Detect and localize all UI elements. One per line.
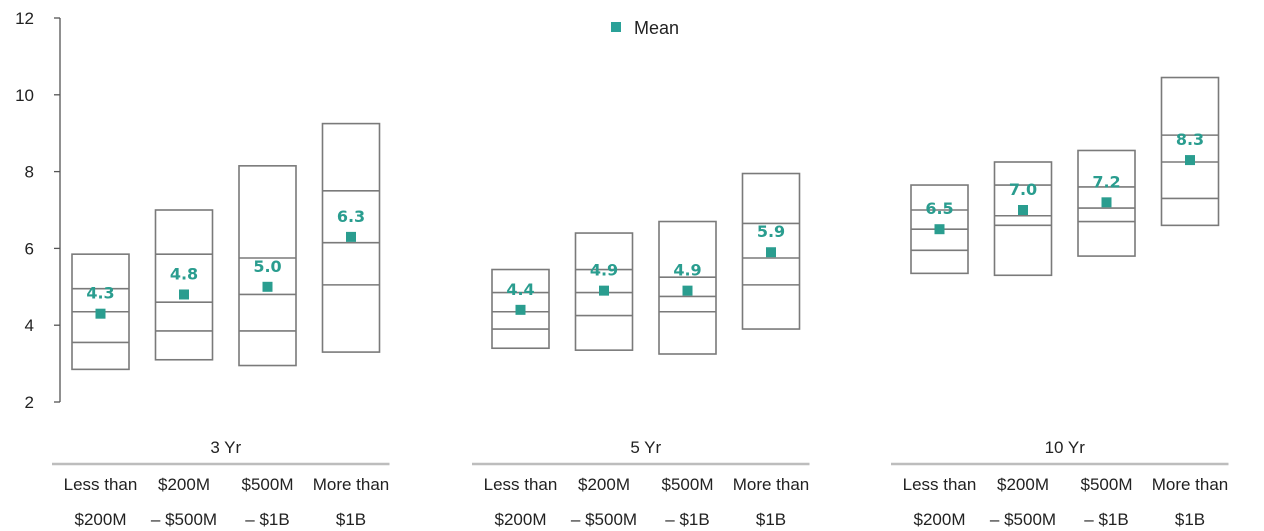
box-1-3: 5.9 [741, 172, 801, 330]
group-label: 10 Yr [1045, 438, 1086, 457]
category-label-line2: – $500M [990, 510, 1056, 529]
category-label-line1: More than [313, 475, 390, 494]
mean-marker [262, 281, 273, 292]
box-range [154, 209, 214, 361]
box-1-1: 4.9 [574, 232, 634, 351]
mean-label: 4.9 [673, 261, 701, 280]
category-label-line1: Less than [64, 475, 138, 494]
mean-marker [179, 289, 189, 300]
mean-label: 7.2 [1092, 172, 1120, 191]
box-0-1: 4.8 [154, 209, 214, 361]
category-label-line2: – $500M [151, 510, 217, 529]
legend: Mean [611, 18, 679, 38]
y-tick-label: 2 [25, 393, 34, 412]
y-tick-label: 12 [15, 9, 34, 28]
category-label-line2: $200M [914, 510, 966, 529]
mean-marker [599, 285, 609, 296]
category-label-line2: $1B [756, 510, 786, 529]
box-1-2: 4.9 [658, 220, 717, 355]
mean-marker [766, 247, 776, 258]
mean-marker [346, 231, 356, 242]
category-label-line1: $500M [662, 475, 714, 494]
category-label-line2: $1B [336, 510, 366, 529]
category-label-line1: $500M [242, 475, 294, 494]
mean-label: 4.9 [590, 261, 618, 280]
group-label: 3 Yr [210, 438, 241, 457]
mean-label: 5.9 [757, 222, 785, 241]
box-2-0: 6.5 [910, 184, 969, 275]
plot-area: 4.3 4.8 5.0 6.3 4.4 4.9 4.9 5.9 6.5 7.0 7.2 8.3 [71, 76, 1220, 371]
mean-marker [1185, 155, 1195, 166]
mean-marker [95, 308, 106, 319]
box-0-0: 4.3 [71, 253, 130, 371]
mean-label: 6.5 [925, 199, 953, 218]
category-label-line1: Less than [903, 475, 977, 494]
category-label-line2: $1B [1175, 510, 1205, 529]
category-label-line2: – $1B [665, 510, 709, 529]
y-tick-label: 10 [15, 86, 34, 105]
mean-marker [934, 224, 945, 235]
box-range [321, 122, 381, 353]
mean-marker [682, 285, 693, 296]
legend-mean-label: Mean [634, 18, 679, 38]
box-range [1077, 149, 1136, 257]
mean-label: 4.4 [506, 280, 534, 299]
legend-mean-marker [611, 22, 621, 32]
box-range [741, 172, 801, 330]
category-label-line2: $200M [495, 510, 547, 529]
category-label-line1: $200M [578, 475, 630, 494]
x-axis: Less than $200M $200M – $500M $500M – $1B More… [52, 438, 1229, 529]
box-range [491, 268, 550, 350]
box-0-3: 6.3 [321, 122, 381, 353]
box-range [993, 161, 1053, 277]
category-label-line2: – $1B [245, 510, 289, 529]
category-label-line1: Less than [484, 475, 558, 494]
box-2-1: 7.0 [993, 161, 1053, 277]
mean-label: 4.8 [170, 264, 198, 283]
category-label-line1: $200M [997, 475, 1049, 494]
mean-label: 5.0 [253, 257, 281, 276]
box-1-0: 4.4 [491, 268, 550, 350]
box-range [574, 232, 634, 351]
mean-label: 7.0 [1009, 180, 1037, 199]
mean-label: 4.3 [86, 284, 114, 303]
box-range [238, 165, 297, 367]
group-label: 5 Yr [630, 438, 661, 457]
category-label-line1: $200M [158, 475, 210, 494]
category-label-line2: $200M [75, 510, 127, 529]
y-tick-label: 8 [25, 163, 34, 182]
mean-marker [515, 304, 526, 315]
category-label-line1: More than [733, 475, 810, 494]
y-axis: 2 4 6 8 10 12 [15, 9, 61, 412]
category-label-line2: – $1B [1084, 510, 1128, 529]
y-tick-label: 6 [25, 239, 34, 258]
mean-marker [1101, 197, 1112, 208]
mean-label: 8.3 [1176, 130, 1204, 149]
mean-label: 6.3 [337, 207, 365, 226]
box-range [1160, 76, 1220, 227]
box-0-2: 5.0 [238, 165, 297, 367]
category-label-line1: $500M [1081, 475, 1133, 494]
mean-marker [1018, 205, 1028, 215]
box-2-2: 7.2 [1077, 149, 1136, 257]
box-range [658, 220, 717, 355]
category-label-line2: – $500M [571, 510, 637, 529]
category-label-line1: More than [1152, 475, 1229, 494]
box-2-3: 8.3 [1160, 76, 1220, 227]
y-tick-label: 4 [25, 316, 34, 335]
